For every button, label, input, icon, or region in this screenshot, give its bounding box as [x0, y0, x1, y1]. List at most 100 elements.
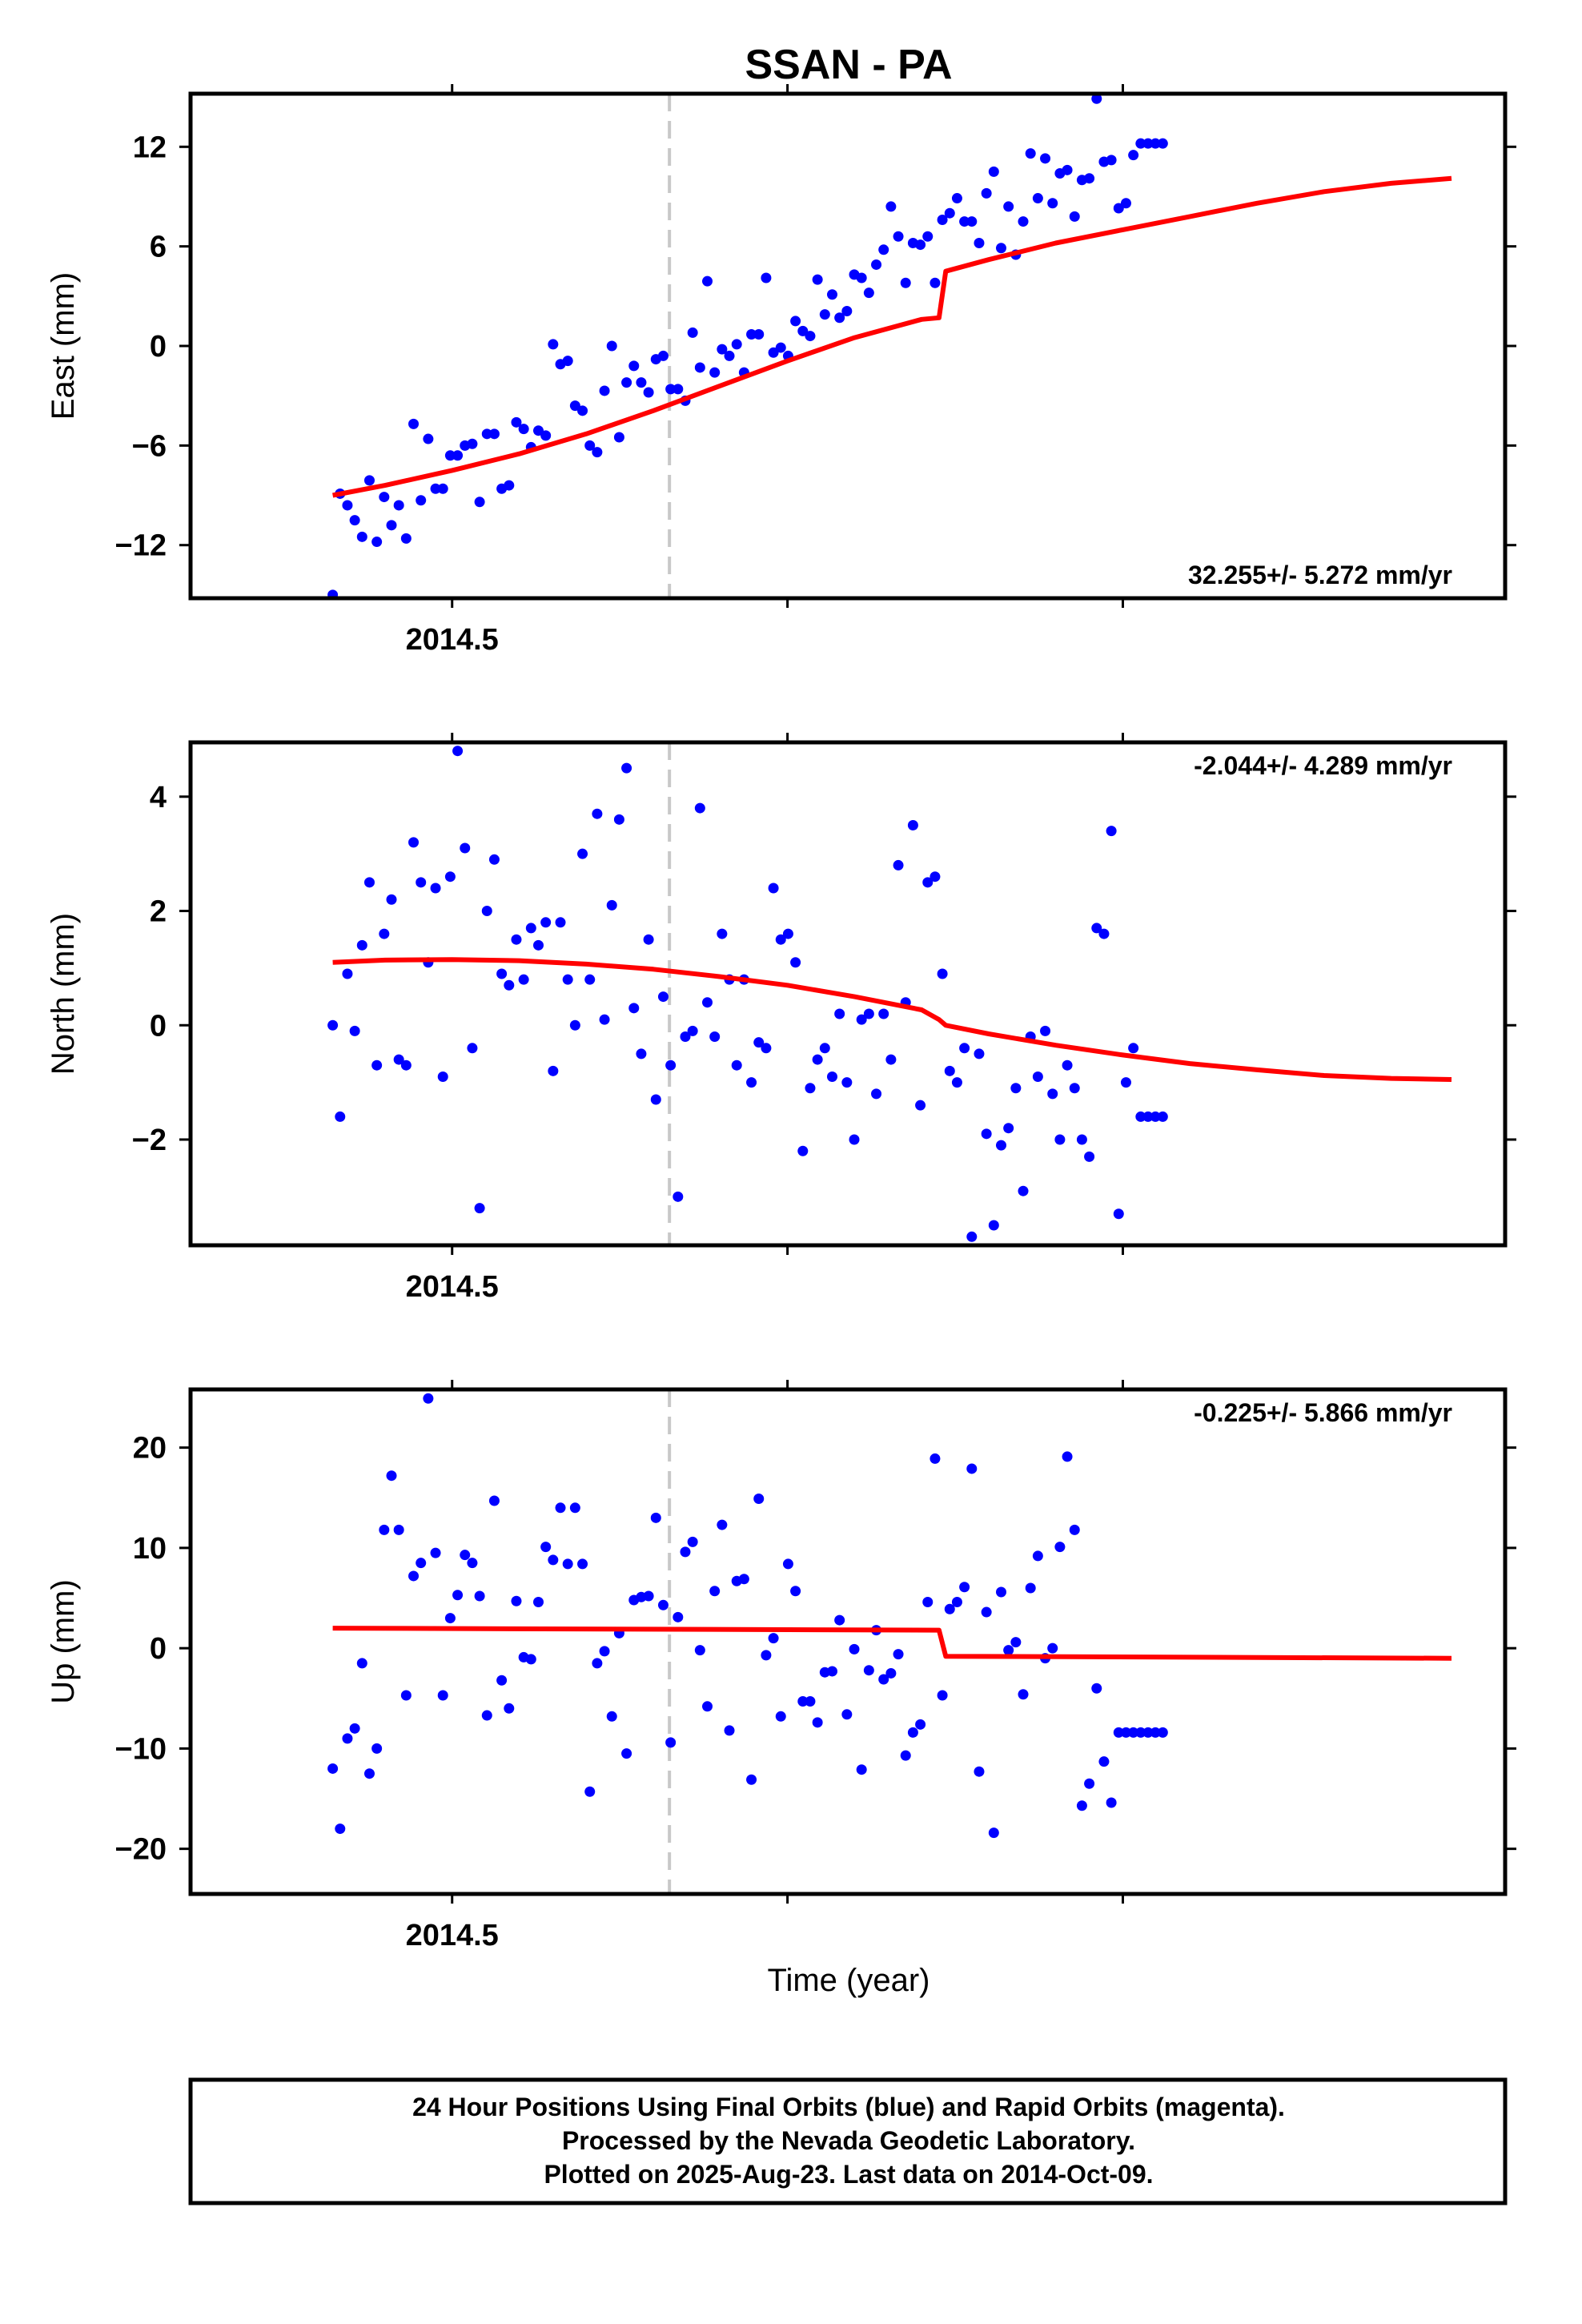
east-data-point — [327, 589, 339, 598]
chart-title: SSAN - PA — [745, 42, 952, 88]
up-data-point — [1084, 1778, 1095, 1789]
up-data-point — [805, 1696, 816, 1707]
east-data-point — [974, 238, 985, 249]
east-data-point — [841, 305, 853, 316]
east-data-point — [408, 418, 420, 429]
up-data-point — [694, 1645, 705, 1656]
east-data-point — [1106, 155, 1117, 166]
up-ytick-label: 20 — [133, 1432, 167, 1466]
panel-north: −2 0 2 4 2014.5 North (mm) -2.044+/- 4.289 mm/… — [46, 733, 1516, 1304]
up-data-point — [371, 1743, 383, 1754]
north-data-point — [518, 974, 529, 985]
north-data-point — [805, 1083, 816, 1094]
east-data-point — [628, 360, 640, 372]
north-data-point — [393, 1054, 404, 1065]
east-data-point — [584, 440, 596, 451]
up-data-point — [738, 1574, 749, 1585]
north-data-point — [819, 1043, 830, 1054]
east-data-point — [673, 384, 684, 395]
north-model-line — [332, 957, 1452, 1082]
north-data-point — [532, 939, 544, 951]
north-ytick-label: 2 — [150, 895, 167, 929]
up-data-point — [1032, 1550, 1043, 1562]
east-data-point — [548, 339, 559, 350]
north-data-point — [474, 1203, 485, 1214]
up-data-point — [650, 1512, 661, 1523]
north-data-point — [1157, 1111, 1168, 1122]
east-data-point — [423, 433, 434, 444]
east-data-point — [937, 215, 948, 225]
east-y-axis-label: East (mm) — [46, 272, 81, 420]
north-data-point — [460, 842, 471, 854]
east-data-point — [1047, 198, 1058, 209]
north-data-point — [511, 934, 522, 945]
up-data-point — [1025, 1582, 1036, 1594]
east-ytick-label: 12 — [133, 131, 167, 164]
up-data-point — [849, 1643, 860, 1655]
up-data-point — [944, 1603, 955, 1614]
north-data-point — [400, 1059, 412, 1071]
up-rate-label: -0.225+/- 5.866 mm/yr — [1194, 1398, 1452, 1427]
east-data-point — [363, 475, 375, 486]
up-data-point — [775, 1711, 786, 1722]
east-data-point — [995, 243, 1006, 254]
up-data-point — [592, 1658, 603, 1669]
north-data-point — [812, 1054, 823, 1065]
up-data-point — [643, 1590, 654, 1602]
east-data-point — [930, 277, 941, 288]
east-data-point — [694, 362, 705, 373]
east-data-point — [665, 384, 677, 395]
up-data-point — [885, 1667, 897, 1679]
east-data-point — [1113, 203, 1124, 214]
east-data-point — [504, 480, 515, 491]
up-data-point — [1054, 1542, 1066, 1553]
east-data-point — [966, 216, 978, 227]
north-data-point — [1018, 1185, 1029, 1196]
north-data-point — [335, 1111, 346, 1122]
east-data-point — [1150, 138, 1161, 149]
up-data-point — [717, 1519, 728, 1530]
up-data-point — [981, 1606, 992, 1618]
north-data-point — [834, 1008, 845, 1019]
north-data-point — [1120, 1077, 1131, 1088]
north-data-point — [1150, 1111, 1161, 1122]
up-data-point — [1128, 1727, 1139, 1738]
north-data-point — [930, 871, 941, 883]
north-data-point — [937, 968, 948, 979]
east-data-point — [805, 331, 816, 342]
up-data-point — [797, 1696, 809, 1707]
up-y-axis-label: Up (mm) — [46, 1579, 81, 1704]
up-data-point — [363, 1768, 375, 1779]
north-ytick-label: 0 — [150, 1009, 167, 1043]
up-data-point — [1106, 1797, 1117, 1808]
east-data-point — [481, 428, 492, 440]
up-data-point — [702, 1701, 713, 1712]
north-data-point — [525, 923, 536, 934]
east-data-point — [393, 500, 404, 511]
up-data-point — [915, 1719, 926, 1730]
panel-up: −20 −10 0 10 20 2014.5 Up (mm) -0.225+/- 5.866 … — [46, 1380, 1516, 1952]
east-data-point — [1135, 138, 1146, 149]
east-data-point — [702, 275, 713, 287]
up-data-point — [467, 1558, 478, 1569]
north-data-point — [687, 1025, 698, 1036]
north-data-point — [379, 928, 390, 939]
north-data-point — [621, 762, 632, 774]
up-data-point — [1076, 1800, 1087, 1811]
up-data-point — [1150, 1727, 1161, 1738]
north-data-point — [430, 883, 441, 894]
north-data-point — [349, 1025, 360, 1036]
east-data-point — [878, 244, 889, 255]
up-data-point — [1120, 1727, 1131, 1738]
east-data-point — [452, 450, 464, 461]
east-ytick-label: −12 — [115, 529, 167, 563]
east-data-point — [342, 500, 353, 511]
east-data-point — [621, 377, 632, 388]
east-data-point — [981, 187, 992, 199]
north-data-point — [1040, 1025, 1051, 1036]
north-data-point — [944, 1065, 955, 1076]
north-data-point — [871, 1088, 882, 1100]
east-data-point — [532, 425, 544, 436]
footer-box: 24 Hour Positions Using Final Orbits (bl… — [188, 2077, 1508, 2205]
east-data-point — [349, 515, 360, 526]
